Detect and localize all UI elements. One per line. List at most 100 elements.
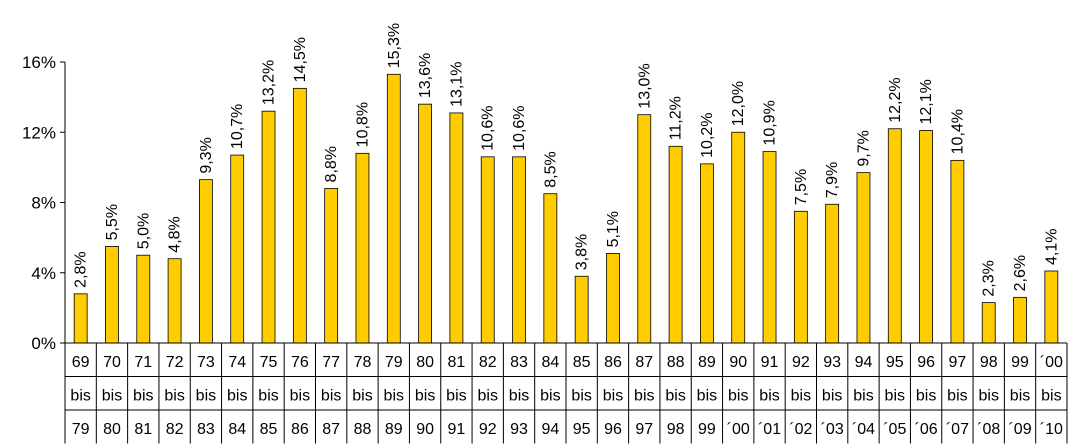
data-label: 10,2% bbox=[699, 112, 716, 157]
bar bbox=[1013, 296, 1027, 344]
x-category-label: bis bbox=[853, 388, 873, 405]
x-category-label: 85 bbox=[260, 421, 278, 438]
x-category-label: 90 bbox=[729, 354, 747, 371]
bar bbox=[105, 246, 119, 344]
x-category-label: ´03 bbox=[821, 421, 844, 438]
x-category-label: bis bbox=[196, 388, 216, 405]
x-category-label: bis bbox=[415, 388, 435, 405]
data-label: 3,8% bbox=[574, 234, 591, 270]
x-category-label: bis bbox=[102, 388, 122, 405]
x-category-label: ´04 bbox=[852, 421, 875, 438]
x-category-label: 81 bbox=[448, 354, 466, 371]
x-category-label: bis bbox=[164, 388, 184, 405]
bar bbox=[355, 152, 370, 344]
x-category-label: 69 bbox=[72, 354, 90, 371]
x-category-label: 98 bbox=[667, 421, 685, 438]
x-category-label: 87 bbox=[635, 354, 653, 371]
x-category-label: 71 bbox=[134, 354, 152, 371]
y-axis: 0% 4% 8% 12% 16% bbox=[22, 53, 66, 353]
data-label: 10,6% bbox=[511, 105, 528, 150]
bar bbox=[199, 179, 213, 344]
x-category-label: bis bbox=[384, 388, 404, 405]
x-category-label: 79 bbox=[72, 421, 90, 438]
data-label: 11,2% bbox=[668, 96, 685, 140]
data-label: 10,9% bbox=[762, 100, 779, 145]
data-label: 8,5% bbox=[542, 151, 559, 187]
data-label: 12,0% bbox=[730, 81, 747, 126]
bar bbox=[230, 154, 245, 344]
x-category-label: 83 bbox=[510, 354, 528, 371]
y-tick-label: 12% bbox=[22, 123, 56, 142]
data-label: 14,5% bbox=[292, 37, 309, 82]
data-label: 13,1% bbox=[448, 62, 465, 107]
x-category-label: 89 bbox=[698, 354, 716, 371]
bar bbox=[700, 163, 714, 344]
x-category-label: 73 bbox=[197, 354, 215, 371]
bar bbox=[512, 156, 526, 344]
x-category-label: bis bbox=[947, 388, 967, 405]
data-label: 10,8% bbox=[354, 102, 371, 147]
x-category-label: ´06 bbox=[915, 421, 938, 438]
bar bbox=[574, 275, 589, 344]
bar bbox=[386, 73, 401, 344]
x-category-label: bis bbox=[978, 388, 998, 405]
bar bbox=[324, 188, 339, 344]
x-category-label: bis bbox=[70, 388, 90, 405]
x-category-label: bis bbox=[634, 388, 654, 405]
bar bbox=[449, 112, 464, 344]
data-label: 2,3% bbox=[981, 260, 998, 296]
x-category-label: bis bbox=[728, 388, 748, 405]
x-category-label: ´09 bbox=[1008, 421, 1031, 438]
x-category-label: ´07 bbox=[946, 421, 969, 438]
x-category-label: 97 bbox=[949, 354, 967, 371]
x-category-label: 80 bbox=[416, 354, 434, 371]
bar bbox=[292, 87, 307, 344]
x-category-label: 84 bbox=[228, 421, 246, 438]
data-label: 5,1% bbox=[605, 211, 622, 247]
data-label: 10,7% bbox=[229, 104, 246, 149]
bar bbox=[762, 151, 777, 344]
x-category-label: 70 bbox=[103, 354, 121, 371]
x-category-label: bis bbox=[759, 388, 779, 405]
x-category-label: 89 bbox=[385, 421, 403, 438]
x-category-label: bis bbox=[697, 388, 717, 405]
x-category-label: 94 bbox=[541, 421, 559, 438]
x-category-label: 87 bbox=[322, 421, 340, 438]
x-category-label: 99 bbox=[1011, 354, 1029, 371]
x-category-label: bis bbox=[791, 388, 811, 405]
x-category-label: 88 bbox=[354, 421, 372, 438]
data-label: 10,6% bbox=[480, 105, 497, 150]
data-label: 13,2% bbox=[261, 60, 278, 105]
x-category-label: bis bbox=[885, 388, 905, 405]
data-labels: 2,8% 5,5% 5,0% 4,8% 9,3% 10,7% 13,2% 14,5% 8,8% 1… bbox=[73, 23, 1061, 297]
x-category-label: 82 bbox=[166, 421, 184, 438]
x-category-label: 76 bbox=[291, 354, 309, 371]
y-tick-label: 8% bbox=[31, 194, 56, 213]
x-category-label: 94 bbox=[855, 354, 873, 371]
x-category-label: 96 bbox=[604, 421, 622, 438]
x-category-label: bis bbox=[822, 388, 842, 405]
bar bbox=[418, 103, 432, 344]
x-category-label: 86 bbox=[291, 421, 309, 438]
bar bbox=[606, 253, 620, 344]
x-category-label: 79 bbox=[385, 354, 403, 371]
x-category-label: bis bbox=[227, 388, 247, 405]
y-tick-label: 16% bbox=[22, 53, 56, 72]
x-category-label: ´05 bbox=[883, 421, 906, 438]
bar bbox=[793, 210, 808, 344]
x-category-label: 77 bbox=[322, 354, 340, 371]
x-category-label: bis bbox=[1010, 388, 1030, 405]
x-category-label: 98 bbox=[980, 354, 998, 371]
x-category-label: bis bbox=[571, 388, 591, 405]
bars bbox=[73, 73, 1059, 344]
x-category-label: 93 bbox=[510, 421, 528, 438]
data-label: 9,7% bbox=[855, 130, 872, 166]
data-label: 5,0% bbox=[135, 213, 152, 249]
x-category-label: ´00 bbox=[727, 421, 750, 438]
x-category-label: bis bbox=[1041, 388, 1061, 405]
x-category-label: bis bbox=[665, 388, 685, 405]
data-label: 15,3% bbox=[386, 23, 403, 68]
x-category-label: 74 bbox=[228, 354, 246, 371]
x-category-label: 93 bbox=[823, 354, 841, 371]
bar bbox=[136, 254, 151, 344]
